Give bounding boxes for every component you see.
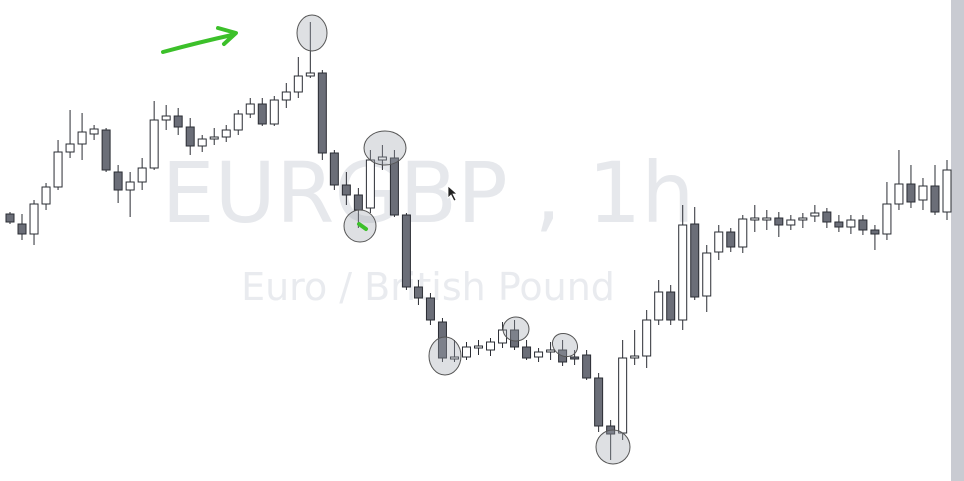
candle-body [89,128,99,135]
candle-body [942,169,952,213]
candle-body [377,156,387,161]
candle-body [425,297,435,321]
candle-body [233,113,243,131]
candle-body [870,229,880,235]
candle-body [510,329,520,348]
candle-body [113,171,123,191]
candle-body [65,143,75,153]
candle-body [594,377,604,427]
candle-body [906,183,916,203]
candle-body [930,185,940,213]
candle-body [534,351,544,358]
candle-body [810,212,820,217]
side-strip [951,0,964,481]
candle-body [834,221,844,228]
candle-body [522,346,532,359]
candle-body [149,119,159,169]
candle-body [486,341,496,351]
candle-body [101,129,111,171]
candle-body [750,217,760,221]
candle-body [413,286,423,299]
candle-body [281,91,291,101]
candle-body [546,349,556,353]
annotations [296,14,631,465]
candle-body [53,151,63,188]
cursor [447,185,459,202]
candle-body [822,211,832,223]
candle-body [41,186,51,205]
green-arrow [161,26,238,54]
candle-body [846,219,856,228]
candle-body [762,217,772,221]
candle-body [702,252,712,297]
candle-body [894,183,904,205]
highlight-ellipse [551,332,579,358]
candle-body [498,329,508,344]
candle-body [269,99,279,125]
candle-body [137,167,147,183]
candle-body [437,321,447,359]
candle-body [173,115,183,128]
candle-body [221,129,231,138]
highlight-ellipse [502,316,530,342]
highlight-ellipse [595,429,631,465]
candle-body [353,194,363,211]
candle-body [125,181,135,191]
candle-body [449,356,459,360]
candle-body [642,319,652,357]
candle-body [582,354,592,379]
candle-body [714,231,724,253]
candle-body [474,345,483,349]
candle-body [257,103,267,125]
candle-body [461,346,471,358]
candle-body [389,157,399,216]
candle-body [185,126,195,147]
candle-body [798,217,808,221]
candle-body [305,72,315,77]
candle-body [630,355,640,359]
candle-body [401,214,411,288]
candle-body [774,217,784,226]
candle-body [5,213,15,223]
candle-body [17,223,27,235]
candle-body [726,231,736,248]
highlight-ellipse [363,130,407,166]
green-mark [357,222,368,231]
highlight-ellipse [428,336,462,376]
candle-body [293,75,303,93]
candle-body [666,291,676,321]
candle-body [209,136,219,140]
candle-body [858,219,868,231]
candle-body [618,357,628,434]
candle-body [317,72,327,154]
candle-body [245,103,255,115]
watermark-title: EURGBP , 1h [161,144,694,242]
candle-body [77,131,87,145]
candle-body [197,138,207,147]
candle-body [341,184,351,196]
candle-body [678,224,688,321]
highlight-ellipse [296,14,328,52]
candle-body [786,219,796,226]
candle-body [882,203,892,235]
candles [5,22,952,460]
candle-body [161,115,171,121]
candle-body [690,223,700,298]
candle-body [918,185,928,201]
candle-body [365,159,375,209]
candle-body [29,203,39,235]
candle-body [329,152,339,186]
candle-body [570,356,580,360]
candle-body [654,291,664,321]
candle-body [738,218,748,248]
